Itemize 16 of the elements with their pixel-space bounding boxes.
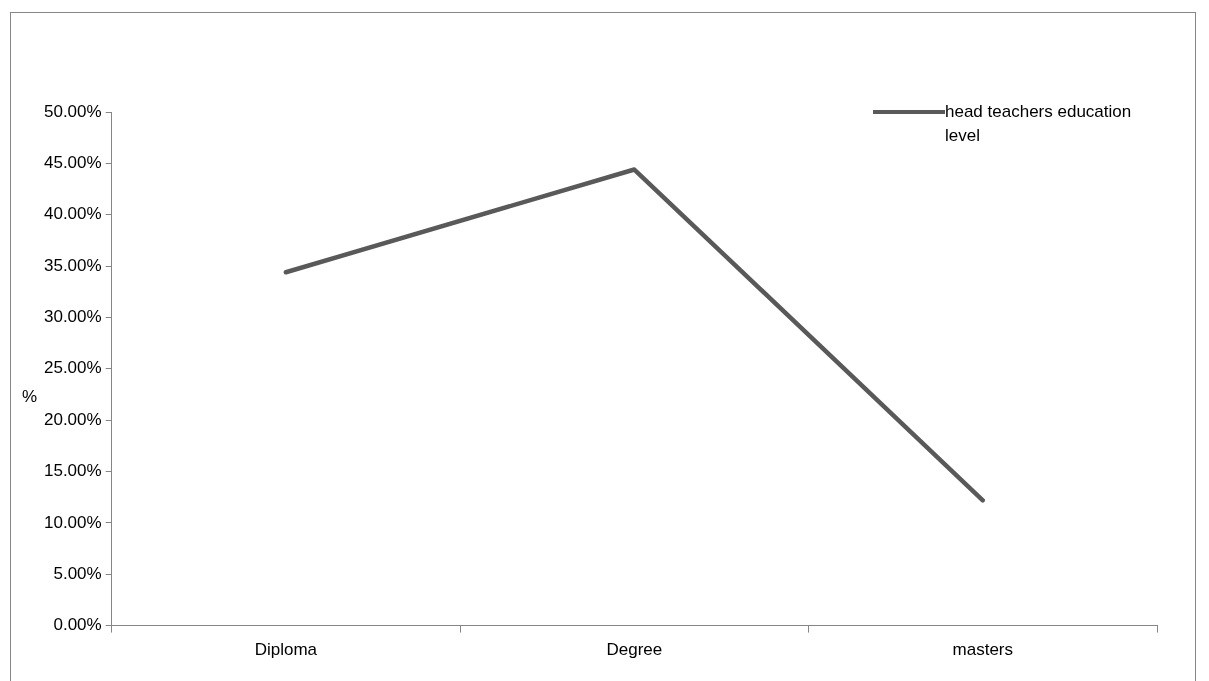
y-tick-label: 40.00% [43, 204, 102, 224]
y-tick-label: 25.00% [43, 358, 102, 378]
x-tick-label: Diploma [254, 640, 318, 660]
legend-label: head teachers education level [945, 101, 1133, 147]
y-tick-label: 15.00% [43, 461, 102, 481]
y-tick-label: 20.00% [43, 409, 102, 429]
y-tick-label: 5.00% [53, 563, 102, 583]
y-tick-label: 35.00% [43, 255, 102, 275]
y-tick-label: 50.00% [43, 101, 102, 121]
y-axis-title: % [22, 387, 38, 407]
x-tick-label: masters [952, 640, 1014, 660]
x-tick-label: Degree [606, 640, 663, 660]
y-tick-label: 45.00% [43, 153, 102, 173]
y-tick-label: 0.00% [53, 615, 102, 635]
y-tick-label: 30.00% [43, 307, 102, 327]
y-tick-label: 10.00% [43, 512, 102, 532]
